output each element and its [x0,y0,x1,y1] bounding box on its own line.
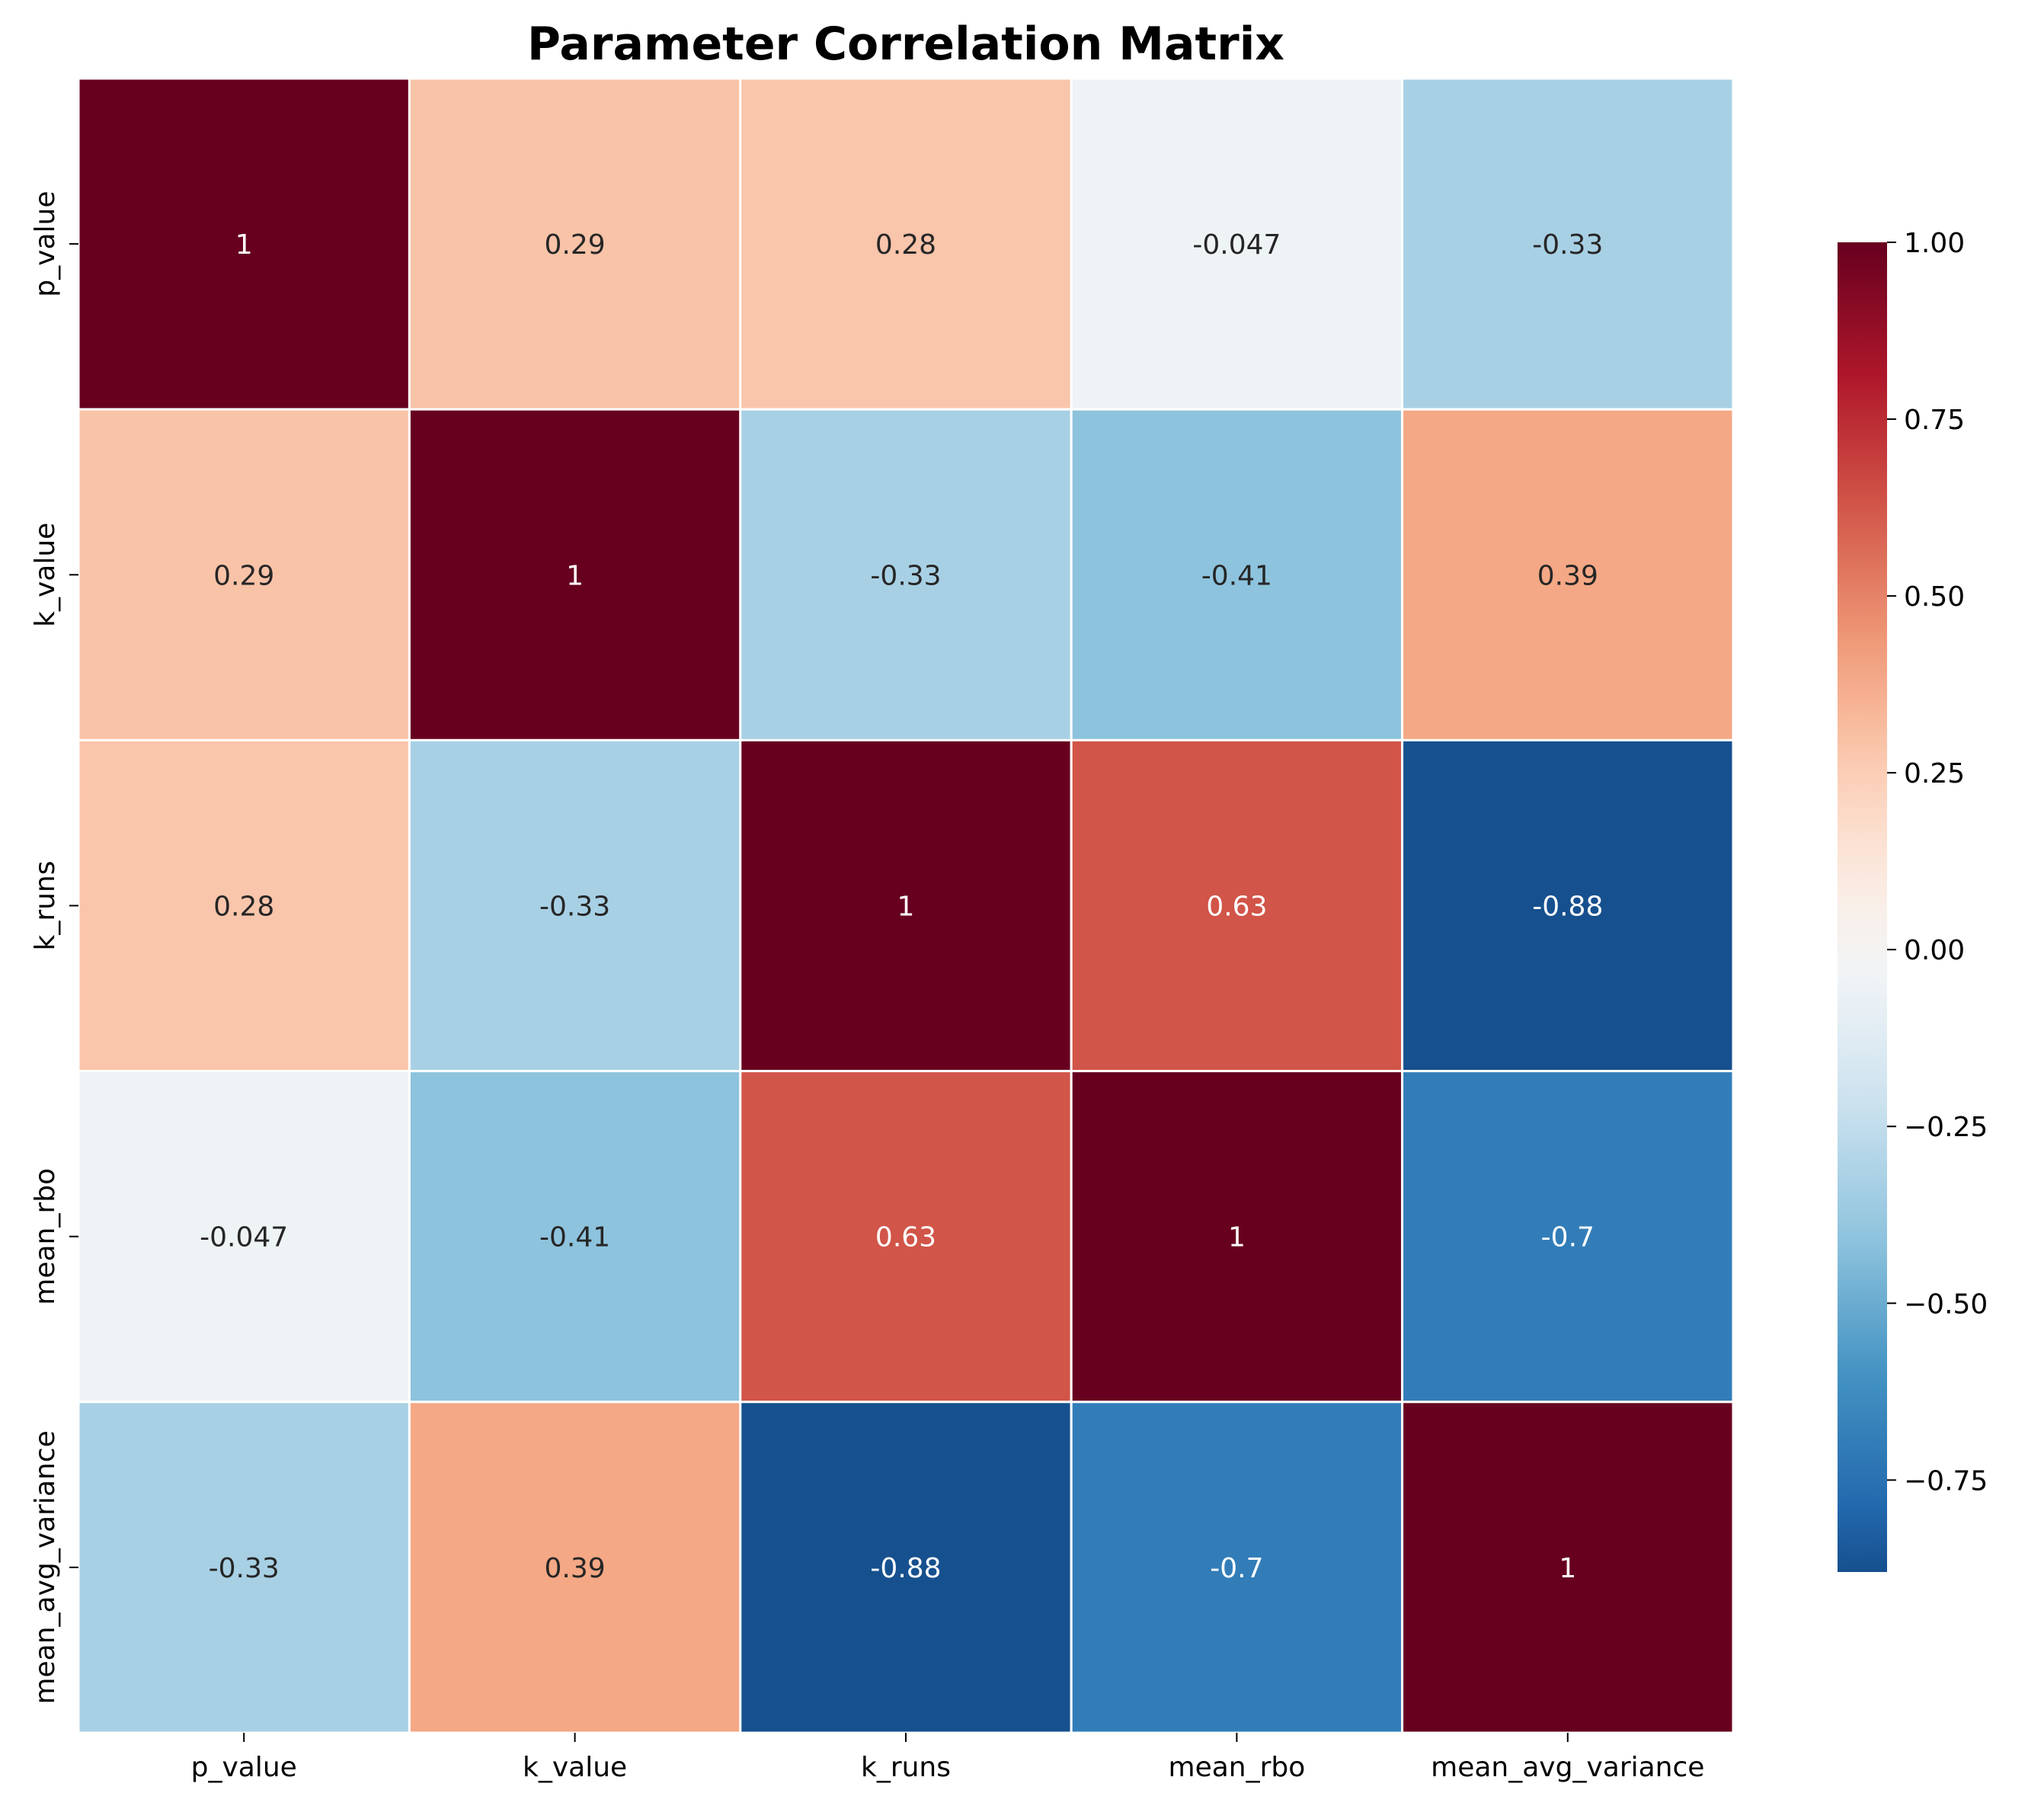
cell-label-1-1: 1 [566,560,584,591]
cell-label-2-2: 1 [897,892,915,923]
heatmap-cell-labels: 1 0.29 0.28 -0.047 -0.33 0.29 1 -0.33 -0.41 0.39 0… [200,229,1603,1584]
x-axis: p_value k_value k_runs mean_rbo mean_avg_var… [191,1733,1704,1783]
heatmap-cell-3-2 [739,1070,1073,1404]
heatmap-cell-0-1 [408,77,742,411]
heatmap-cell-3-1 [408,1070,742,1404]
x-tick-label-2: k_runs [861,1752,951,1783]
colorbar-tick-label-2: −0.25 [1904,1112,1988,1143]
x-tick-label-0: p_value [191,1752,297,1783]
heatmap-cell-0-2 [739,77,1073,411]
colorbar-tick-label-7: 1.00 [1904,228,1965,259]
y-axis: p_value k_value k_runs mean_rbo mean_avg_var… [30,191,78,1705]
heatmap-cell-2-1 [408,738,742,1073]
heatmap-cell-4-2 [739,1401,1073,1734]
colorbar-tick-label-0: −0.75 [1904,1465,1988,1497]
heatmap-cell-1-4 [1401,408,1735,741]
cell-label-4-4: 1 [1559,1553,1576,1584]
colorbar-tick-label-4: 0.25 [1904,758,1965,789]
heatmap-cell-3-4 [1401,1070,1735,1404]
heatmap-cell-4-1 [408,1401,742,1734]
cell-label-4-2: -0.88 [870,1553,941,1584]
colorbar-tick-label-3: 0.00 [1904,935,1965,966]
x-tick-label-1: k_value [523,1752,627,1783]
y-tick-label-3: mean_rbo [30,1168,61,1305]
cell-label-4-1: 0.39 [545,1553,606,1584]
cell-label-0-1: 0.29 [545,229,606,261]
chart-title: Parameter Correlation Matrix [527,18,1284,71]
y-tick-label-1: k_value [30,523,61,627]
heatmap-cell-2-4 [1401,738,1735,1073]
x-tick-label-3: mean_rbo [1169,1752,1306,1783]
heatmap-cell-0-3 [1070,77,1404,411]
heatmap-cell-0-0 [77,77,411,411]
heatmap-cell-4-0 [77,1401,411,1734]
y-tick-label-0: p_value [30,191,61,297]
cell-label-1-4: 0.39 [1537,560,1598,591]
cell-label-1-2: -0.33 [870,560,941,591]
cell-label-3-3: 1 [1228,1222,1246,1253]
cell-label-3-0: -0.047 [200,1222,288,1253]
colorbar-tick-label-1: −0.50 [1904,1289,1988,1320]
heatmap-cell-2-2 [739,738,1073,1073]
heatmap-cell-4-4 [1401,1401,1735,1734]
colorbar-gradient [1838,242,1887,1572]
cell-label-4-3: -0.7 [1210,1553,1263,1584]
cell-label-0-0: 1 [235,229,253,261]
cell-label-3-4: -0.7 [1541,1222,1595,1253]
heatmap-cell-0-4 [1401,77,1735,411]
cell-label-2-0: 0.28 [213,892,274,923]
cell-label-2-3: 0.63 [1206,892,1267,923]
cell-label-4-0: -0.33 [209,1553,280,1584]
heatmap-cell-1-2 [739,408,1073,741]
cell-label-3-1: -0.41 [539,1222,610,1253]
cell-label-1-3: -0.41 [1201,560,1272,591]
cell-label-3-2: 0.63 [875,1222,936,1253]
y-tick-label-4: mean_avg_variance [30,1430,61,1704]
cell-label-1-0: 0.29 [213,560,274,591]
cell-label-0-4: -0.33 [1532,229,1603,261]
heatmap-cell-2-3 [1070,738,1404,1073]
heatmap-cell-3-3 [1070,1070,1404,1404]
x-tick-label-4: mean_avg_variance [1431,1752,1704,1783]
heatmap-cell-1-0 [77,408,411,741]
heatmap-cells [77,77,1735,1734]
colorbar: −0.75 −0.50 −0.25 0.00 0.25 0.50 0.75 1.00 [1838,228,1988,1572]
colorbar-tick-label-5: 0.50 [1904,581,1965,613]
cell-label-0-3: -0.047 [1192,229,1281,261]
heatmap-cell-1-1 [408,408,742,741]
y-tick-label-2: k_runs [30,860,61,950]
cell-label-0-2: 0.28 [875,229,936,261]
cell-label-2-1: -0.33 [539,892,610,923]
cell-label-2-4: -0.88 [1532,892,1603,923]
colorbar-tick-label-6: 0.75 [1904,405,1965,436]
